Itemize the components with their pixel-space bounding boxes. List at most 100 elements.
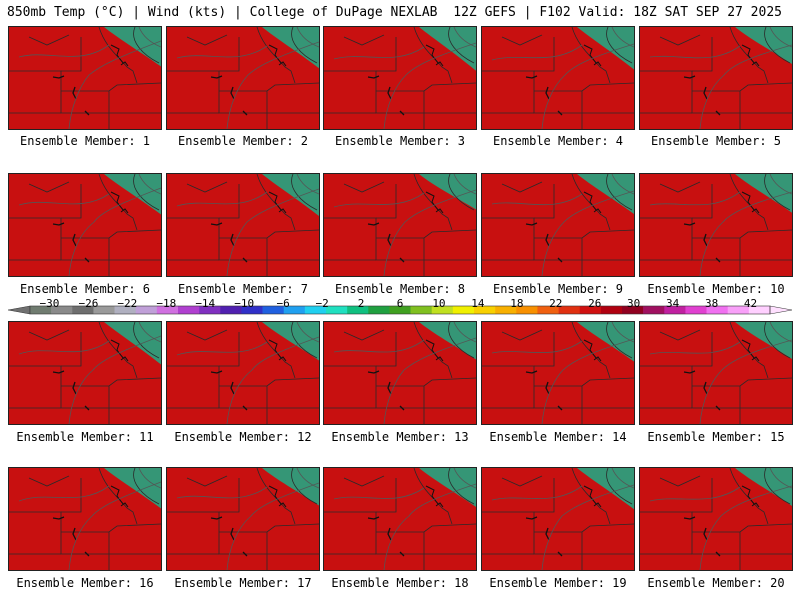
isotherm-band (419, 174, 476, 210)
temperature-field (482, 322, 634, 424)
colorbar-tick-label: −30 (39, 297, 60, 310)
ensemble-member-map (481, 467, 635, 571)
ensemble-member-label: Ensemble Member: 20 (647, 576, 785, 590)
ensemble-member-map (639, 467, 793, 571)
lake-outline (425, 339, 444, 362)
colorbar-tick-label: 22 (549, 297, 563, 310)
colorbar-swatch (537, 306, 559, 314)
colorbar-tick-label: 38 (704, 297, 719, 310)
state-borders (640, 27, 792, 129)
height-contours (649, 322, 792, 424)
river-outline (525, 222, 563, 263)
colorbar-tick-label: −26 (78, 297, 99, 310)
height-contours (333, 174, 476, 276)
colorbar-tick-label: −10 (234, 297, 255, 310)
colorbar-swatch (220, 306, 242, 314)
ensemble-member-map (166, 173, 320, 277)
isotherm-band (167, 468, 319, 570)
colorbar-swatch (241, 306, 263, 314)
height-contours (491, 322, 634, 424)
lake-outline (583, 44, 602, 67)
state-borders (640, 468, 792, 570)
temperature-field (167, 174, 319, 276)
isotherm-band (640, 174, 792, 276)
height-contours (18, 322, 161, 424)
ensemble-member-label: Ensemble Member: 9 (492, 282, 624, 296)
temperature-field (482, 174, 634, 276)
river-outline (210, 75, 248, 116)
colorbar-swatch (368, 306, 390, 314)
ensemble-member-label: Ensemble Member: 10 (647, 282, 785, 296)
isotherm-band (640, 27, 792, 129)
lake-outline (741, 339, 760, 362)
ensemble-member-map (323, 173, 477, 277)
colorbar-tick-label: 6 (396, 297, 404, 310)
ensemble-member-map (481, 321, 635, 425)
lake-outline (425, 44, 444, 67)
map-title: 850mb Temp (°C) | Wind (kts) | College o… (7, 5, 438, 20)
river-outline (683, 75, 721, 116)
isotherm-band (577, 174, 634, 214)
height-contours (491, 27, 634, 129)
ensemble-member-label: Ensemble Member: 6 (19, 282, 151, 296)
isotherm-band (577, 322, 634, 362)
river-outline (683, 370, 721, 411)
height-contours (18, 468, 161, 570)
temperature-field (640, 322, 792, 424)
isotherm-band (482, 174, 634, 276)
height-contours (491, 174, 634, 276)
colorbar-min-arrow (8, 305, 31, 315)
colorbar-swatch (178, 306, 200, 314)
colorbar-tick-label: 14 (471, 297, 485, 310)
temperature-field (324, 27, 476, 129)
colorbar-swatch (495, 306, 517, 314)
lake-outline (583, 485, 602, 508)
lake-outline (268, 191, 287, 214)
ensemble-member-label: Ensemble Member: 19 (489, 576, 627, 590)
lake-outline (741, 485, 760, 508)
temperature-field (640, 174, 792, 276)
colorbar-swatch (30, 306, 52, 314)
lake-outline (425, 485, 444, 508)
isotherm-band (167, 27, 319, 129)
isotherm-band (167, 174, 319, 276)
state-borders (167, 27, 319, 129)
lake-outline (583, 339, 602, 362)
isotherm-band (324, 468, 476, 570)
height-contours (333, 468, 476, 570)
state-borders (482, 174, 634, 276)
isotherm-band (104, 27, 161, 67)
isotherm-band (324, 27, 476, 129)
colorbar-swatch (156, 306, 179, 314)
ensemble-member-map (166, 321, 320, 425)
ensemble-member-label: Ensemble Member: 5 (650, 134, 782, 148)
ensemble-member-map (166, 467, 320, 571)
temperature-field (167, 322, 319, 424)
colorbar-tick-label: 18 (510, 297, 524, 310)
colorbar-max-arrow (769, 305, 792, 315)
isotherm-band (167, 322, 319, 424)
ensemble-member-label: Ensemble Member: 13 (331, 430, 469, 444)
colorbar-swatch (431, 306, 454, 314)
ensemble-member-map (639, 173, 793, 277)
ensemble-member-label: Ensemble Member: 14 (489, 430, 627, 444)
isotherm-band (9, 468, 161, 570)
colorbar-swatch (114, 306, 137, 314)
colorbar-swatch (727, 306, 750, 314)
colorbar-swatch (93, 306, 115, 314)
colorbar-swatch (579, 306, 602, 314)
river-outline (210, 516, 248, 557)
colorbar-swatch (262, 306, 285, 314)
ensemble-member-label: Ensemble Member: 3 (334, 134, 466, 148)
ensemble-member-map (323, 467, 477, 571)
colorbar-swatch (72, 306, 94, 314)
colorbar-swatch (326, 306, 348, 314)
height-contours (18, 27, 161, 129)
ensemble-member-label: Ensemble Member: 18 (331, 576, 469, 590)
ensemble-member-label: Ensemble Member: 17 (174, 576, 312, 590)
temperature-field (167, 27, 319, 129)
colorbar-swatch (135, 306, 158, 314)
isotherm-band (262, 322, 319, 361)
height-contours (176, 27, 319, 129)
river-outline (52, 370, 90, 411)
